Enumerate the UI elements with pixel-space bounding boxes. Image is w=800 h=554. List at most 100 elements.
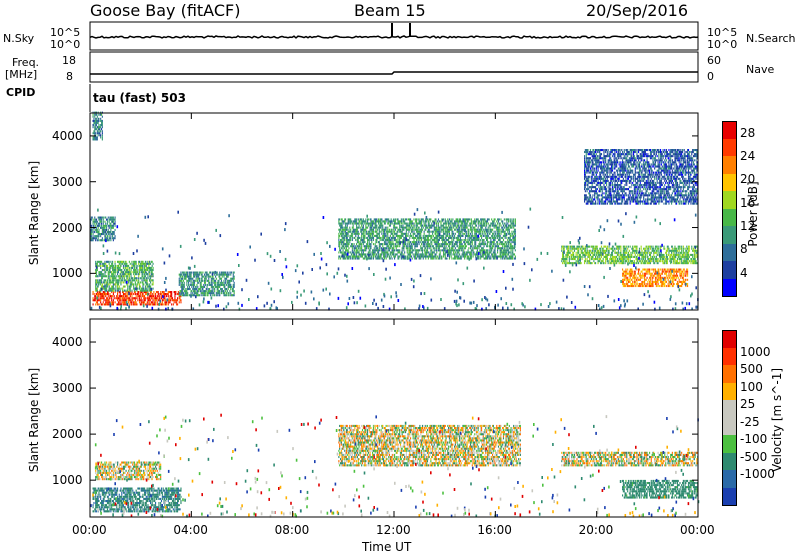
heat-cell: [467, 224, 469, 227]
heat-cell: [388, 228, 391, 231]
heat-cell: [95, 220, 98, 223]
heat-cell: [167, 301, 169, 304]
heat-cell: [130, 293, 132, 296]
heat-cell: [225, 271, 227, 274]
heat-cell: [399, 245, 401, 248]
heat-cell: [183, 277, 185, 280]
heat-cell: [106, 218, 108, 221]
heat-cell: [371, 224, 373, 227]
heat-cell: [413, 243, 415, 246]
heat-cell: [435, 241, 437, 244]
heat-cell: [171, 291, 173, 294]
heat-cell: [362, 220, 364, 223]
heat-cell: [134, 283, 136, 286]
heat-cell: [114, 222, 116, 225]
heat-cell: [189, 275, 191, 278]
heat-cell: [427, 241, 429, 244]
heat-cell: [210, 285, 212, 288]
heat-cell: [458, 257, 460, 260]
heat-cell: [119, 275, 121, 278]
heat-cell: [448, 241, 450, 244]
heat-cell: [125, 279, 127, 282]
heat-cell: [514, 222, 516, 225]
heat-cell: [466, 226, 468, 229]
heat-cell: [475, 224, 478, 227]
heat-cell: [157, 303, 159, 306]
heat-cell: [413, 230, 415, 233]
heat-cell: [204, 275, 206, 278]
heat-cell: [132, 279, 134, 282]
heat-cell: [463, 249, 465, 252]
heat-cell: [342, 228, 344, 231]
heat-cell: [215, 273, 217, 276]
heat-cell: [228, 292, 230, 295]
heat-cell: [106, 231, 109, 234]
heat-cell: [193, 294, 196, 297]
heat-cell: [221, 288, 223, 291]
heat-cell: [426, 236, 429, 239]
heat-cell: [407, 232, 409, 235]
heat-cell: [102, 301, 104, 304]
heat-cell: [387, 251, 389, 254]
heat-cell: [379, 253, 381, 256]
heat-cell: [395, 241, 397, 244]
heat-cell: [112, 216, 114, 219]
heat-cell: [444, 226, 446, 229]
heat-cell: [128, 291, 130, 294]
heat-cell: [442, 245, 444, 248]
heat-cell: [91, 231, 93, 234]
heat-cell: [135, 279, 137, 282]
heat-cell: [390, 218, 392, 221]
heat-cell: [98, 293, 100, 296]
heat-cell: [100, 226, 102, 229]
heat-cell: [148, 297, 150, 300]
heat-cell: [437, 228, 440, 231]
heat-cell: [470, 241, 472, 244]
heat-cell: [364, 257, 366, 260]
heat-cell: [608, 249, 610, 252]
heat-cell: [190, 271, 192, 274]
heat-cell: [139, 271, 141, 274]
heat-cell: [368, 241, 370, 244]
heat-cell: [424, 234, 426, 237]
heat-cell: [143, 295, 145, 298]
heat-cell: [486, 245, 489, 248]
heat-cell: [506, 243, 508, 246]
heat-cell: [578, 260, 580, 263]
heat-cell: [411, 228, 413, 231]
heat-cell: [405, 247, 407, 250]
heat-cell: [461, 228, 463, 231]
heat-cell: [371, 255, 373, 258]
heat-cell: [146, 289, 148, 292]
heat-cell: [483, 245, 485, 248]
heat-cell: [120, 271, 122, 274]
heat-cell: [429, 251, 431, 254]
heat-cell: [372, 251, 375, 254]
heat-cell: [118, 262, 120, 265]
heat-cell: [606, 247, 608, 250]
heat-cell: [439, 253, 441, 256]
heat-cell: [374, 234, 376, 237]
heat-cell: [94, 297, 96, 300]
heat-cell: [388, 247, 391, 250]
heat-cell: [195, 277, 197, 280]
heat-cell: [486, 253, 489, 256]
heat-cell: [454, 234, 456, 237]
heat-cell: [100, 117, 102, 120]
heat-cell: [344, 228, 346, 231]
heat-cell: [93, 119, 95, 122]
heat-cell: [380, 226, 382, 229]
heat-cell: [95, 264, 97, 267]
heat-cell: [99, 289, 101, 292]
heat-cell: [117, 279, 119, 282]
heat-cell: [141, 271, 143, 274]
heat-cell: [470, 251, 472, 254]
heat-cell: [387, 239, 389, 242]
heat-cell: [174, 295, 176, 298]
heat-cell: [415, 241, 417, 244]
heat-cell: [95, 136, 98, 139]
heat-cell: [105, 301, 107, 304]
heat-cell: [225, 281, 227, 284]
heat-cell: [462, 253, 464, 256]
heat-cell: [360, 249, 362, 252]
